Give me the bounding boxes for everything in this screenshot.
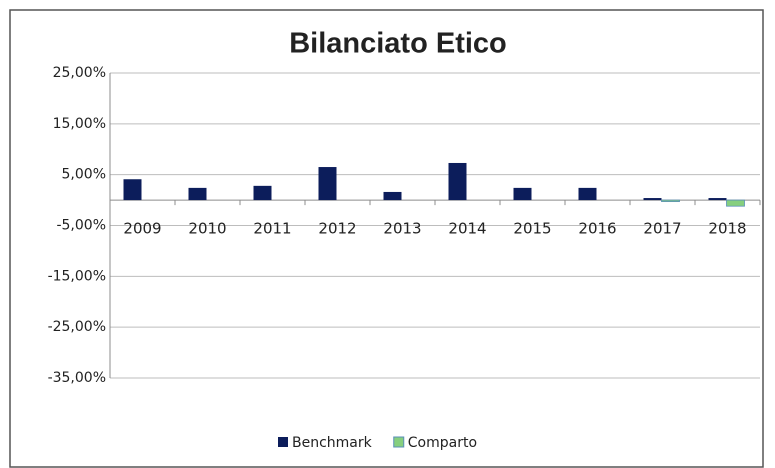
y-tick-label: -35,00% — [48, 370, 106, 386]
bar — [726, 199, 745, 207]
y-tick-label: 5,00% — [62, 167, 106, 183]
y-tick-label: -5,00% — [56, 218, 106, 234]
legend-label: Comparto — [408, 435, 477, 451]
bar — [318, 167, 337, 201]
y-tick-label: -25,00% — [48, 319, 106, 335]
bar — [578, 187, 597, 201]
x-tick-label: 2016 — [578, 220, 616, 238]
x-tick-label: 2018 — [708, 220, 746, 238]
bar — [383, 191, 402, 201]
legend-swatch — [393, 436, 405, 448]
x-tick-label: 2015 — [513, 220, 551, 238]
x-tick-label: 2012 — [318, 220, 356, 238]
y-tick-label: 25,00% — [53, 65, 106, 81]
bar — [708, 198, 727, 201]
bar — [661, 199, 680, 203]
x-tick-label: 2017 — [643, 220, 681, 238]
legend-swatch — [278, 437, 288, 447]
x-tick-label: 2014 — [448, 220, 486, 238]
bar — [188, 187, 207, 201]
x-tick-label: 2011 — [253, 220, 291, 238]
y-tick-label: 15,00% — [53, 116, 106, 132]
bar — [513, 187, 532, 201]
y-tick-label: -15,00% — [48, 268, 106, 284]
bar — [448, 162, 467, 201]
bar — [643, 198, 662, 201]
chart-frame — [9, 9, 764, 468]
x-tick-label: 2010 — [188, 220, 226, 238]
x-tick-label: 2009 — [123, 220, 161, 238]
x-tick-label: 2013 — [383, 220, 421, 238]
bar — [123, 179, 142, 201]
chart-title: Bilanciato Etico — [289, 28, 507, 60]
bar — [253, 185, 272, 201]
legend-label: Benchmark — [292, 435, 373, 451]
